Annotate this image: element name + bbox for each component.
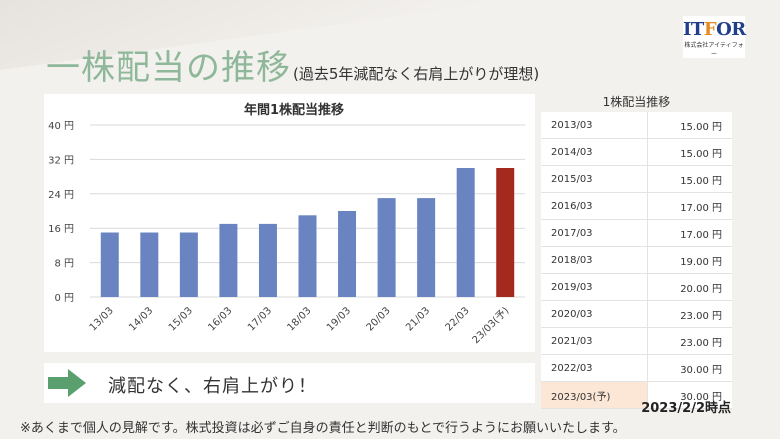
page-title: 一株配当の推移 (過去5年減配なく右肩上がりが理想) (46, 40, 539, 89)
right-arrow-icon (48, 369, 86, 397)
table-row: 2013/03 15.00 円 (541, 112, 732, 139)
logo-brand: ITFOR (683, 19, 746, 40)
table-row: 2023/03(予) 30.00 円 (541, 381, 732, 409)
y-tick-label: 0 円 (54, 293, 74, 304)
page-title-sub: (過去5年減配なく右肩上がりが理想) (293, 65, 540, 83)
bar-2 (179, 232, 198, 297)
dividend-table-panel: 1株配当推移 2013/03 15.00 円 2014/03 15.00 円 2015/… (541, 92, 732, 409)
bar-10 (496, 168, 515, 297)
table-year-cell: 2015/03 (541, 165, 648, 193)
table-value-cell: 20.00 円 (647, 273, 732, 301)
table-value-cell: 17.00 円 (647, 219, 732, 247)
conclusion-text: 減配なく、右肩上がり！ (108, 376, 317, 397)
x-tick-label: 17/03 (246, 305, 274, 333)
table-value-cell: 15.00 円 (647, 165, 732, 193)
x-tick-label: 15/03 (167, 305, 195, 333)
bar-7 (377, 198, 396, 297)
table-year-cell: 2019/03 (541, 273, 648, 301)
table-title: 1株配当推移 (602, 95, 671, 109)
table-value-cell: 19.00 円 (647, 246, 732, 274)
table-row: 2019/03 20.00 円 (541, 273, 732, 301)
x-tick-label: 23/03(予) (470, 305, 512, 347)
table-value-cell: 30.00 円 (647, 354, 732, 382)
dividend-table: 2013/03 15.00 円 2014/03 15.00 円 2015/03 15.00… (541, 112, 732, 409)
table-year-cell: 2020/03 (541, 300, 648, 328)
table-value-cell: 15.00 円 (647, 138, 732, 166)
table-value-cell: 30.00 円 (647, 381, 732, 409)
dividend-bar-chart: 年間1株配当推移 0 円 8 円 16 円 24 円 32 円 40 円 13/03 14/0… (48, 102, 525, 347)
bar-6 (338, 211, 357, 297)
y-tick-label: 40 円 (48, 121, 74, 132)
table-year-cell: 2013/03 (541, 112, 648, 139)
logo-company-name: 株式会社アイティフォー (684, 42, 744, 58)
company-logo: ITFOR 株式会社アイティフォー (683, 16, 746, 58)
as-of-date: 2023/2/2時点 (641, 401, 731, 416)
table-row: 2015/03 15.00 円 (541, 165, 732, 193)
x-tick-label: 20/03 (365, 305, 393, 333)
bar-5 (298, 215, 317, 297)
table-year-cell: 2018/03 (541, 246, 648, 274)
x-tick-label: 19/03 (325, 305, 353, 333)
bar-4 (258, 223, 277, 297)
y-tick-label: 24 円 (48, 190, 74, 201)
table-year-cell: 2022/03 (541, 354, 648, 382)
table-value-cell: 15.00 円 (647, 112, 732, 139)
x-tick-label: 18/03 (285, 305, 313, 333)
table-year-cell: 2014/03 (541, 138, 648, 166)
chart-title: 年間1株配当推移 (244, 102, 344, 118)
x-tick-label: 13/03 (88, 305, 116, 333)
x-tick-label: 21/03 (404, 305, 432, 333)
bar-3 (219, 223, 238, 297)
table-row: 2016/03 17.00 円 (541, 192, 732, 220)
table-year-cell: 2016/03 (541, 192, 648, 220)
table-row: 2022/03 30.00 円 (541, 354, 732, 382)
table-row: 2021/03 23.00 円 (541, 327, 732, 355)
table-year-cell: 2021/03 (541, 327, 648, 355)
y-tick-label: 8 円 (54, 259, 74, 270)
bar-9 (456, 168, 475, 297)
table-year-cell: 2023/03(予) (541, 381, 648, 409)
y-tick-label: 32 円 (48, 155, 74, 166)
conclusion-box: 減配なく、右肩上がり！ (44, 363, 535, 403)
page-title-main: 一株配当の推移 (46, 48, 291, 88)
table-value-cell: 23.00 円 (647, 300, 732, 328)
table-row: 2020/03 23.00 円 (541, 300, 732, 328)
bar-0 (100, 232, 119, 297)
x-tick-label: 14/03 (127, 305, 155, 333)
bar-1 (140, 232, 159, 297)
x-tick-label: 22/03 (444, 305, 472, 333)
table-row: 2014/03 15.00 円 (541, 138, 732, 166)
table-value-cell: 17.00 円 (647, 192, 732, 220)
table-row: 2017/03 17.00 円 (541, 219, 732, 247)
y-tick-label: 16 円 (48, 224, 74, 235)
disclaimer: ※あくまで個人の見解です。株式投資は必ずご自身の責任と判断のもとで行うようにお願… (20, 421, 626, 436)
dividend-chart-panel: 年間1株配当推移 0 円 8 円 16 円 24 円 32 円 40 円 13/03 14/0… (44, 94, 535, 352)
table-value-cell: 23.00 円 (647, 327, 732, 355)
table-row: 2018/03 19.00 円 (541, 246, 732, 274)
x-tick-label: 16/03 (206, 305, 234, 333)
bar-8 (417, 198, 436, 297)
table-year-cell: 2017/03 (541, 219, 648, 247)
